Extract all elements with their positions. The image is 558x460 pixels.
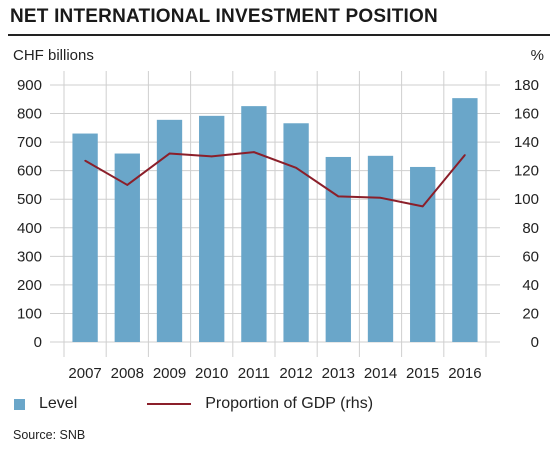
y-tick-right: 20 bbox=[522, 305, 539, 322]
y-tick-right: 40 bbox=[522, 277, 539, 294]
gdp-point-2012 bbox=[295, 167, 297, 169]
x-tick-2015: 2015 bbox=[406, 365, 439, 382]
bar-2013 bbox=[325, 156, 351, 342]
y-tick-left: 100 bbox=[17, 305, 42, 322]
x-tick-2008: 2008 bbox=[111, 365, 144, 382]
bar-2015 bbox=[410, 166, 436, 342]
bar-2009 bbox=[156, 119, 183, 343]
y-tick-right: 120 bbox=[514, 163, 539, 180]
y-tick-left: 800 bbox=[17, 106, 42, 123]
gdp-point-2014 bbox=[379, 196, 382, 199]
legend-bar-swatch bbox=[14, 398, 25, 410]
x-tick-2009: 2009 bbox=[153, 365, 186, 382]
legend-label-level: Level bbox=[39, 395, 78, 412]
gdp-point-2011 bbox=[253, 151, 255, 153]
x-tick-2010: 2010 bbox=[195, 365, 228, 382]
y-tick-left: 400 bbox=[17, 220, 42, 237]
x-tick-2012: 2012 bbox=[279, 365, 312, 382]
gdp-point-2010 bbox=[210, 155, 213, 158]
bar-2012 bbox=[283, 123, 309, 343]
gdp-point-2013 bbox=[337, 195, 340, 198]
y-tick-right: 100 bbox=[514, 191, 539, 208]
y-tick-left: 0 bbox=[34, 334, 42, 351]
title-rule bbox=[8, 34, 550, 36]
y-tick-right: 80 bbox=[522, 220, 539, 237]
x-tick-2013: 2013 bbox=[322, 365, 355, 382]
gdp-point-2015 bbox=[421, 205, 424, 208]
x-tick-2011: 2011 bbox=[238, 365, 270, 382]
gdp-point-2008 bbox=[126, 184, 129, 186]
gdp-point-2016 bbox=[464, 154, 466, 156]
y-axis-right-label: % bbox=[530, 47, 544, 64]
y-tick-right: 0 bbox=[531, 334, 539, 351]
chart-title: NET INTERNATIONAL INVESTMENT POSITION bbox=[10, 6, 438, 27]
gdp-point-2007 bbox=[84, 159, 86, 162]
bar-2008 bbox=[114, 153, 140, 342]
y-tick-right: 60 bbox=[522, 248, 539, 265]
source-note: Source: SNB bbox=[13, 428, 86, 442]
y-tick-left: 600 bbox=[17, 163, 42, 180]
y-tick-right: 180 bbox=[514, 77, 539, 94]
y-tick-right: 140 bbox=[514, 134, 539, 151]
legend-line-swatch bbox=[147, 403, 192, 405]
bar-2007 bbox=[72, 133, 98, 342]
y-tick-left: 200 bbox=[17, 277, 42, 294]
bar-2014 bbox=[367, 155, 394, 342]
x-tick-2014: 2014 bbox=[364, 365, 397, 382]
bar-2011 bbox=[241, 106, 267, 343]
legend-label-gdp: Proportion of GDP (rhs) bbox=[205, 395, 374, 412]
y-tick-left: 700 bbox=[17, 134, 42, 151]
y-tick-left: 500 bbox=[17, 191, 42, 208]
bar-2016 bbox=[452, 98, 478, 342]
y-tick-left: 900 bbox=[17, 77, 42, 94]
y-axis-left-label: CHF billions bbox=[13, 47, 94, 64]
x-tick-2007: 2007 bbox=[68, 365, 101, 382]
y-tick-right: 160 bbox=[514, 106, 539, 123]
legend: Level Proportion of GDP (rhs) bbox=[14, 395, 373, 413]
bar-2010 bbox=[199, 115, 225, 342]
x-tick-2016: 2016 bbox=[448, 365, 481, 382]
gdp-line bbox=[84, 151, 466, 208]
y-tick-left: 300 bbox=[17, 248, 42, 265]
gdp-point-2009 bbox=[168, 152, 171, 155]
